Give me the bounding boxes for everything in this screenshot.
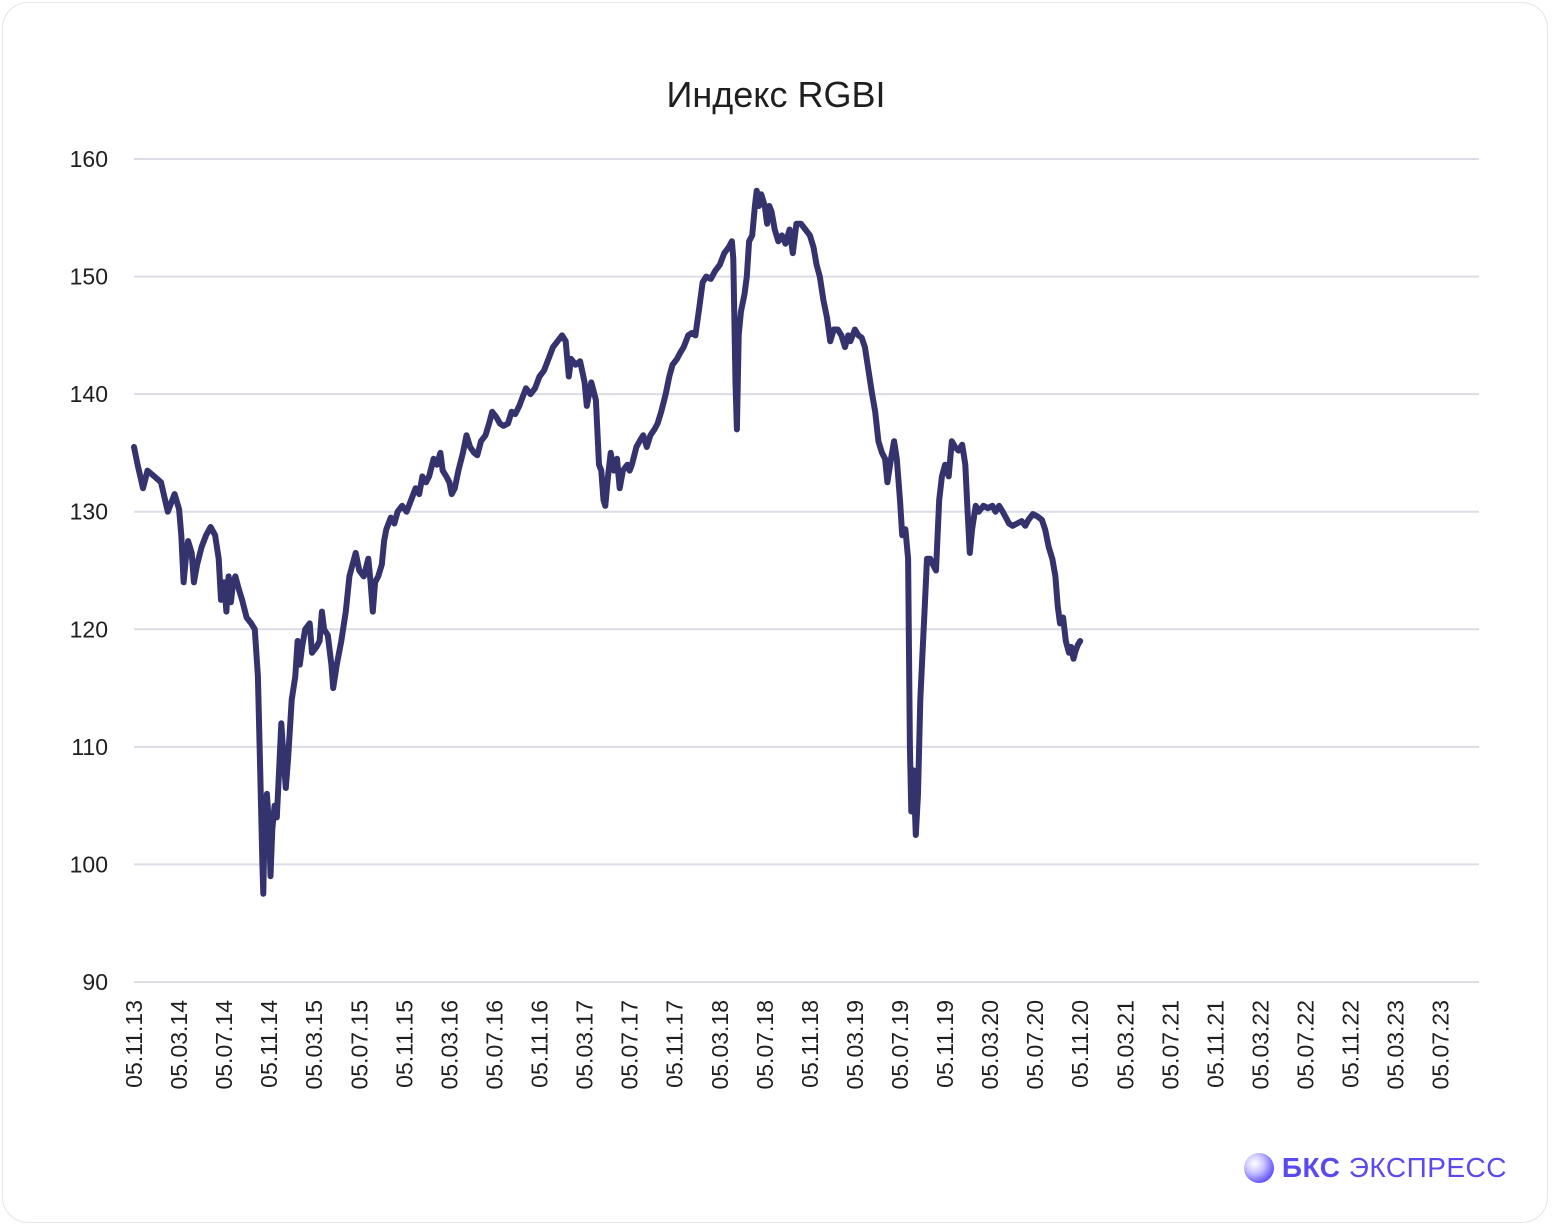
series-line-rgbi	[131, 187, 1084, 897]
x-tick-label: 05.03.22	[1247, 1000, 1273, 1090]
y-tick-label: 100	[70, 851, 108, 877]
x-tick-label: 05.03.23	[1383, 1000, 1409, 1090]
x-tick-label: 05.03.20	[977, 1000, 1003, 1090]
x-tick-label: 05.07.19	[887, 1000, 913, 1090]
y-tick-label: 90	[82, 969, 108, 995]
y-tick-label: 150	[70, 264, 108, 290]
x-tick-label: 05.11.21	[1202, 1000, 1228, 1088]
x-tick-label: 05.07.17	[617, 1000, 643, 1090]
x-tick-label: 05.07.21	[1157, 1000, 1183, 1090]
x-tick-label: 05.03.17	[572, 1000, 598, 1090]
y-tick-label: 130	[70, 499, 108, 525]
gridlines	[134, 158, 1479, 983]
x-tick-label: 05.11.18	[797, 1000, 823, 1088]
y-tick-label: 110	[71, 734, 108, 760]
x-tick-label: 05.11.13	[121, 1000, 147, 1088]
x-tick-label: 05.03.15	[301, 1000, 327, 1090]
chart-title: Индекс RGBI	[667, 74, 886, 115]
x-tick-label: 05.03.21	[1112, 1000, 1138, 1090]
x-tick-label: 05.07.15	[346, 1000, 372, 1090]
x-tick-label: 05.11.15	[391, 1000, 417, 1088]
x-tick-label: 05.11.19	[932, 1000, 958, 1088]
x-tick-label: 05.07.20	[1022, 1000, 1048, 1090]
x-tick-label: 05.07.14	[211, 1000, 237, 1090]
x-tick-label: 05.11.17	[662, 1000, 688, 1088]
sphere-logo-icon	[1243, 1153, 1274, 1183]
x-tick-label: 05.07.23	[1428, 1000, 1454, 1090]
x-tick-label: 05.11.14	[256, 1000, 282, 1088]
y-tick-label: 140	[70, 381, 108, 407]
x-tick-label: 05.03.14	[166, 1000, 192, 1090]
brand-name: БКС ЭКСПРЕСС	[1281, 1152, 1507, 1183]
y-tick-label: 120	[70, 616, 108, 642]
x-tick-label: 05.11.20	[1067, 1000, 1093, 1088]
x-tick-label: 05.03.18	[707, 1000, 733, 1090]
y-tick-label: 160	[70, 146, 108, 172]
line-chart: Индекс RGBI 90 100 110 120 130 140 150 160 05.1…	[70, 74, 1479, 1090]
x-tick-label: 05.11.22	[1338, 1000, 1364, 1088]
y-axis: 90 100 110 120 130 140 150 160	[70, 146, 108, 995]
x-tick-label: 05.07.16	[481, 1000, 507, 1090]
x-tick-label: 05.11.16	[527, 1000, 553, 1088]
brand-logo: БКС ЭКСПРЕСС	[1243, 1152, 1507, 1184]
x-axis: 05.11.13 05.03.14 05.07.14 05.11.14 05.03.15…	[121, 1000, 1454, 1090]
x-tick-label: 05.03.16	[436, 1000, 462, 1090]
x-tick-label: 05.07.18	[752, 1000, 778, 1090]
x-tick-label: 05.07.22	[1293, 1000, 1319, 1090]
x-tick-label: 05.03.19	[842, 1000, 868, 1090]
series-layer	[131, 187, 1084, 897]
